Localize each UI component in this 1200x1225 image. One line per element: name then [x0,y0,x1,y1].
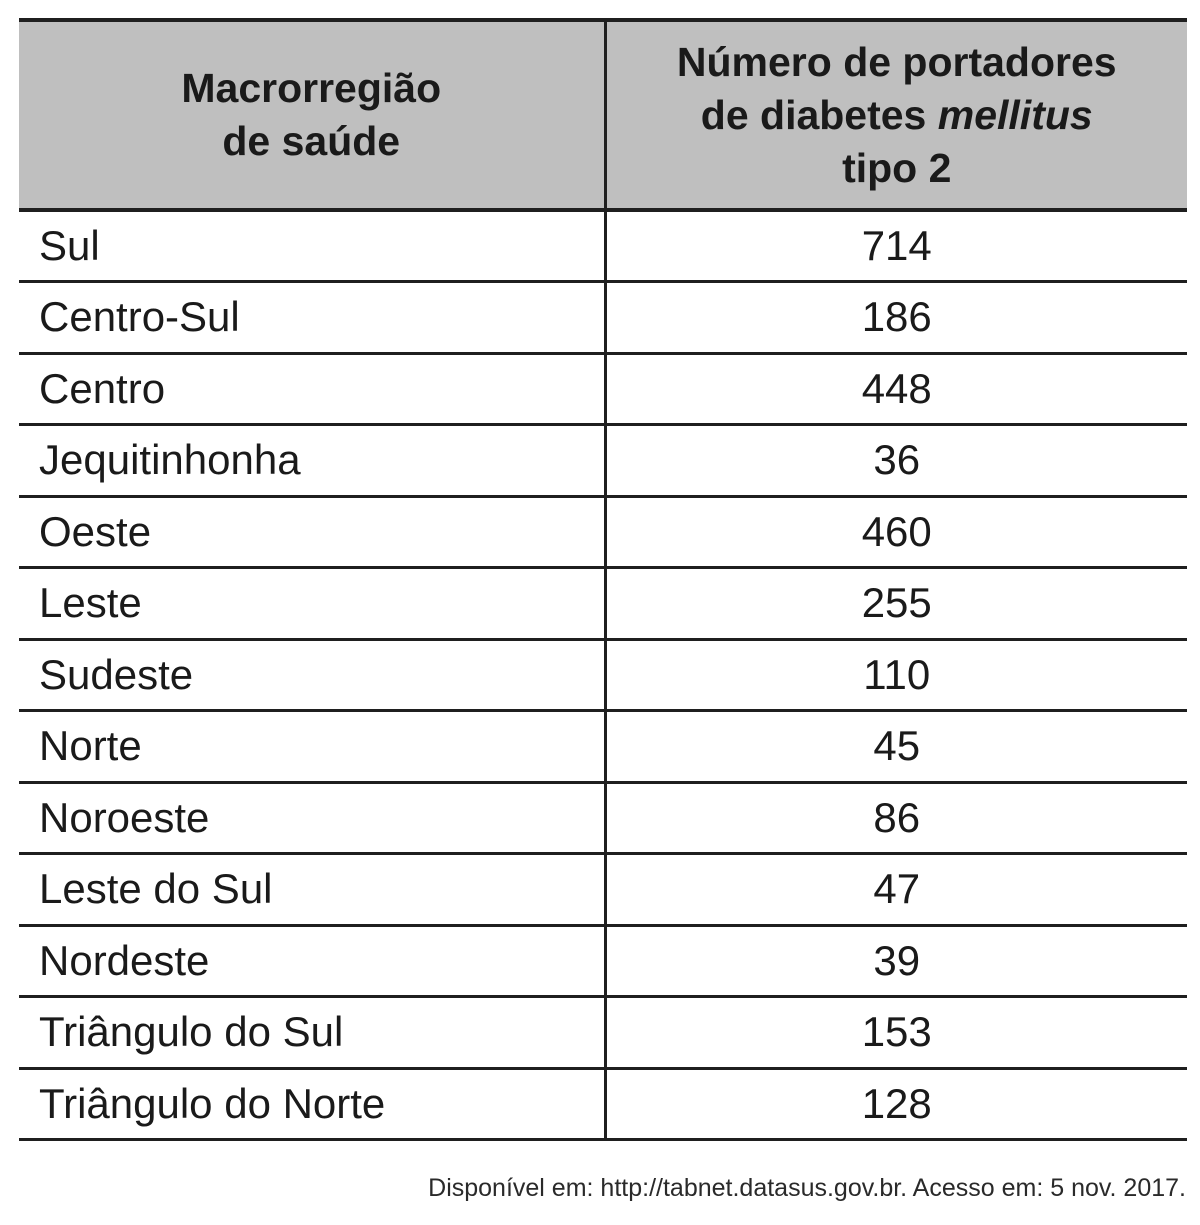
table-row: Norte 45 [19,710,1187,784]
region-cell: Sul [19,210,607,283]
region-cell: Norte [19,710,607,784]
table-row: Nordeste 39 [19,925,1187,998]
region-cell: Centro [19,353,607,426]
region-cell: Oeste [19,496,607,569]
table-row: Noroeste 86 [19,782,1187,855]
count-cell: 36 [605,424,1187,498]
count-cell: 47 [605,853,1187,927]
region-cell: Leste do Sul [19,853,607,927]
header-count-line3: tipo 2 [842,144,952,191]
header-count: Número de portadores de diabetes mellitu… [605,18,1187,212]
table-header: Macrorregião de saúde Número de portador… [19,18,1187,212]
region-cell: Jequitinhonha [19,424,607,498]
count-cell: 255 [605,567,1187,641]
count-cell: 45 [605,710,1187,784]
region-cell: Centro-Sul [19,281,607,355]
count-cell: 186 [605,281,1187,355]
header-region: Macrorregião de saúde [19,18,607,212]
table-row: Triângulo do Sul 153 [19,996,1187,1070]
count-cell: 714 [605,210,1187,283]
count-cell: 86 [605,782,1187,855]
count-cell: 39 [605,925,1187,998]
table-row: Centro-Sul 186 [19,281,1187,355]
table-row: Leste do Sul 47 [19,853,1187,927]
count-cell: 448 [605,353,1187,426]
table-body: Sul 714 Centro-Sul 186 Centro 448 Jequit… [19,210,1187,1141]
table-row: Sudeste 110 [19,639,1187,712]
header-row: Macrorregião de saúde Número de portador… [19,18,1187,212]
source-citation: Disponível em: http://tabnet.datasus.gov… [428,1174,1186,1202]
region-cell: Nordeste [19,925,607,998]
table-row: Leste 255 [19,567,1187,641]
count-cell: 128 [605,1068,1187,1141]
count-cell: 460 [605,496,1187,569]
header-region-line1: Macrorregião [181,65,442,111]
diabetes-table: Macrorregião de saúde Número de portador… [19,18,1187,1141]
region-cell: Triângulo do Sul [19,996,607,1070]
header-count-line2-italic: mellitus [937,91,1093,138]
region-cell: Leste [19,567,607,641]
table-row: Oeste 460 [19,496,1187,569]
table-row: Centro 448 [19,353,1187,426]
header-count-line2: de diabetes mellitus [617,89,1178,142]
header-count-line2-prefix: de diabetes [700,91,938,138]
region-cell: Triângulo do Norte [19,1068,607,1141]
region-cell: Noroeste [19,782,607,855]
count-cell: 110 [605,639,1187,712]
table-row: Jequitinhonha 36 [19,424,1187,498]
header-region-line2: de saúde [222,118,401,164]
table-row: Triângulo do Norte 128 [19,1068,1187,1141]
diabetes-table-container: Macrorregião de saúde Número de portador… [19,18,1187,1141]
count-cell: 153 [605,996,1187,1070]
table-row: Sul 714 [19,210,1187,283]
header-count-line1: Número de portadores [676,38,1117,85]
region-cell: Sudeste [19,639,607,712]
